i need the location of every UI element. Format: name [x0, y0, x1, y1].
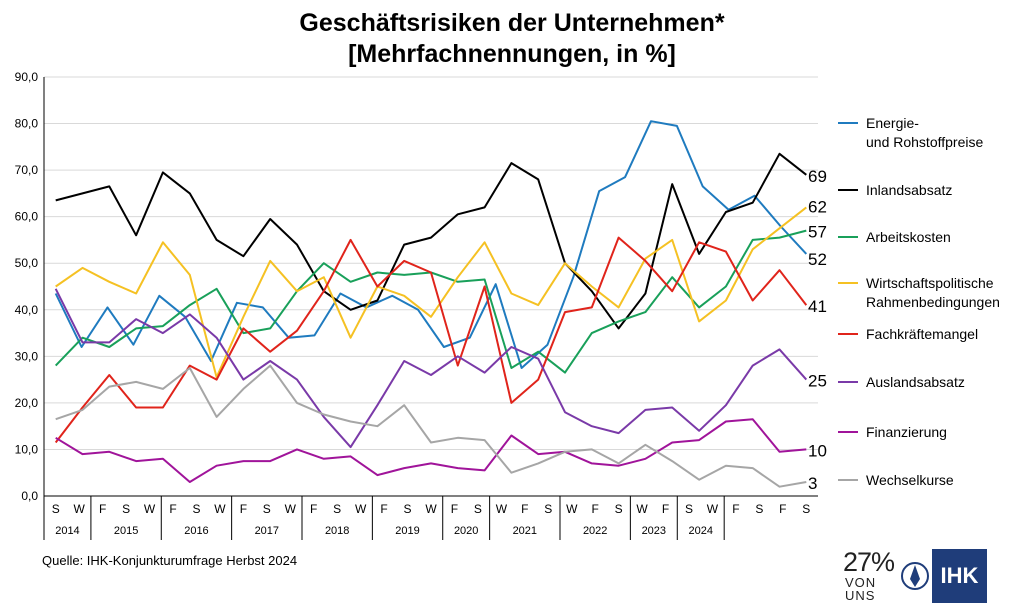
season-label: F	[592, 502, 599, 516]
y-tick-label: 10,0	[15, 442, 39, 456]
season-label: W	[496, 502, 508, 516]
series-end-label: 52	[808, 250, 827, 269]
year-label: 2014	[55, 525, 79, 537]
series-line	[54, 288, 808, 449]
season-label: S	[404, 502, 412, 516]
series-line	[55, 152, 807, 330]
y-tick-label: 20,0	[15, 396, 39, 410]
season-label: F	[732, 502, 739, 516]
ihk-badge: 27% VON UNS IHK	[843, 545, 988, 607]
badge-uns: UNS	[845, 588, 876, 603]
year-label: 2018	[325, 525, 349, 537]
series-end-labels: 52 69 57 62 41 25 10 3	[808, 167, 827, 493]
y-tick-label: 90,0	[15, 70, 39, 84]
year-label: 2016	[184, 525, 208, 537]
y-tick-label: 50,0	[15, 256, 39, 270]
year-label: 2021	[513, 525, 537, 537]
y-tick-label: 40,0	[15, 303, 39, 317]
season-label: W	[355, 502, 367, 516]
year-label: 2017	[255, 525, 279, 537]
season-label: F	[240, 502, 247, 516]
legend-label: Rahmenbedingungen	[866, 294, 1000, 310]
season-label: S	[755, 502, 763, 516]
season-label: F	[380, 502, 387, 516]
season-label: S	[192, 502, 200, 516]
series-line	[55, 364, 807, 488]
year-label: 2024	[688, 525, 712, 537]
series-lines	[54, 120, 808, 488]
grid-lines	[44, 76, 818, 450]
legend-label: und Rohstoffpreise	[866, 134, 983, 150]
season-label: W	[285, 502, 297, 516]
series-line	[54, 236, 808, 444]
ihk-logo: IHK	[932, 549, 987, 603]
legend-label: Wechselkurse	[866, 472, 954, 488]
season-label: F	[779, 502, 786, 516]
legend-label: Auslandsabsatz	[866, 374, 965, 390]
season-label: S	[615, 502, 623, 516]
season-label: S	[52, 502, 60, 516]
y-tick-label: 60,0	[15, 210, 39, 224]
badge-percent: 27%	[843, 547, 895, 577]
legend-label: Fachkräftemangel	[866, 326, 978, 342]
season-label: S	[263, 502, 271, 516]
axes	[43, 77, 818, 497]
series-end-label: 3	[808, 474, 817, 493]
seal-icon	[901, 562, 929, 590]
y-tick-label: 80,0	[15, 117, 39, 131]
season-label: W	[707, 502, 719, 516]
season-label: W	[425, 502, 437, 516]
season-label: S	[685, 502, 693, 516]
season-label: W	[214, 502, 226, 516]
series-line	[55, 418, 807, 483]
legend-label: Wirtschaftspolitische	[866, 275, 994, 291]
series-end-label: 69	[808, 167, 827, 186]
legend-label: Inlandsabsatz	[866, 182, 952, 198]
legend: Energie-und Rohstoffpreise Inlandsabsatz A…	[838, 115, 1000, 488]
series-line	[54, 120, 808, 369]
legend-label: Energie-	[866, 115, 919, 131]
season-label: F	[99, 502, 106, 516]
season-label: W	[74, 502, 86, 516]
season-label: F	[521, 502, 528, 516]
season-label: W	[144, 502, 156, 516]
season-label: S	[122, 502, 130, 516]
season-label: F	[310, 502, 317, 516]
y-tick-labels: 0,0 10,0 20,0 30,0 40,0 50,0 60,0 70,0 80,0 90,0	[15, 70, 39, 503]
year-label: 2015	[114, 525, 138, 537]
season-label: W	[636, 502, 648, 516]
y-tick-label: 70,0	[15, 163, 39, 177]
season-label: F	[662, 502, 669, 516]
year-label: 2023	[642, 525, 666, 537]
series-end-label: 10	[808, 441, 827, 460]
season-label: F	[169, 502, 176, 516]
source-note: Quelle: IHK-Konjunkturumfrage Herbst 202…	[42, 553, 298, 568]
year-label: 2019	[395, 525, 419, 537]
season-label: F	[451, 502, 458, 516]
y-tick-label: 0,0	[21, 489, 38, 503]
legend-label: Arbeitskosten	[866, 229, 951, 245]
year-label: 2022	[583, 525, 607, 537]
chart-title-line1: Geschäftsrisiken der Unternehmen*	[299, 9, 725, 37]
series-end-label: 25	[808, 372, 827, 391]
season-label: S	[474, 502, 482, 516]
season-label: W	[566, 502, 578, 516]
line-chart: 0,010,020,030,040,050,060,070,080,090,0 …	[15, 70, 1000, 540]
legend-label: Finanzierung	[866, 424, 947, 440]
chart-title: Geschäftsrisiken der Unternehmen* [Mehrf…	[0, 8, 1024, 70]
y-tick-label: 30,0	[15, 349, 39, 363]
series-end-label: 57	[808, 223, 827, 242]
season-label: S	[802, 502, 810, 516]
series-end-label: 62	[808, 197, 827, 216]
chart-title-line2: [Mehrfachnennungen, in %]	[348, 40, 676, 68]
season-label: S	[333, 502, 341, 516]
badge-von: VON	[845, 575, 877, 590]
series-end-label: 41	[808, 297, 827, 316]
series-line	[55, 206, 807, 379]
year-label: 2020	[454, 525, 478, 537]
season-label: S	[544, 502, 552, 516]
